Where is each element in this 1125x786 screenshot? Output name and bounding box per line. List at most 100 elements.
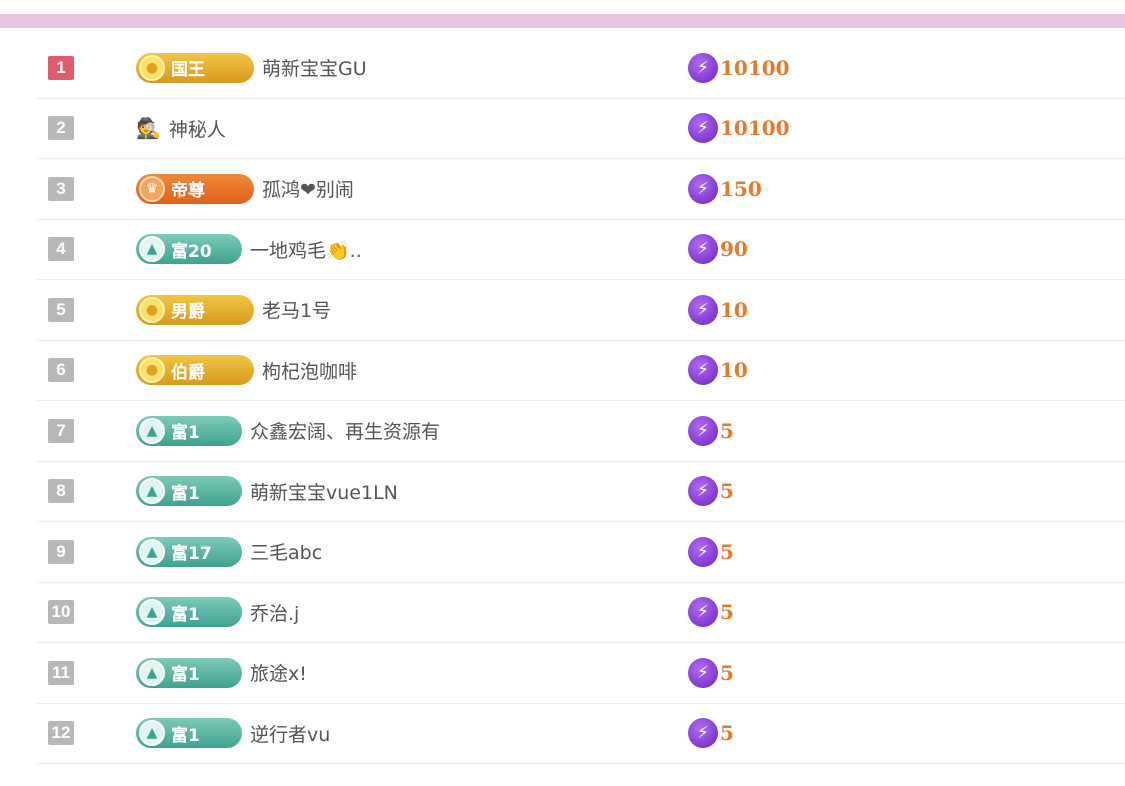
lightning-coin-icon: ⚡: [688, 173, 718, 204]
user-name[interactable]: 逆行者vu: [250, 723, 331, 746]
rank-number: 2: [48, 116, 74, 141]
user-cell[interactable]: ▲ 富17 三毛abc: [136, 536, 323, 567]
wealth-drop-icon: ▲: [139, 720, 165, 747]
rank-number: 6: [48, 358, 74, 383]
rank-number: 3: [48, 176, 74, 201]
user-name[interactable]: 乔治.j: [250, 602, 300, 625]
ranking-list: 1 ● 国王 萌新宝宝GU ⚡ 10100 2 🕵 神秘人 ⚡ 10100 3 ♛ 帝尊 孤鸿❤别…: [36, 38, 1125, 764]
contribution-value: ⚡ 5: [688, 597, 734, 628]
wealth-drop-icon: ▲: [139, 599, 165, 626]
crown-coin-icon: ●: [139, 296, 165, 323]
contribution-value: ⚡ 5: [688, 476, 734, 507]
user-cell[interactable]: 🕵 神秘人: [136, 115, 226, 142]
wealth-drop-icon: ▲: [139, 538, 165, 565]
lightning-coin-icon: ⚡: [688, 234, 718, 265]
level-badge: ♛ 帝尊: [136, 173, 254, 204]
rank-number: 4: [48, 237, 74, 262]
emperor-icon: ♛: [139, 175, 165, 202]
contribution-value: ⚡ 10: [688, 294, 748, 325]
ranking-row[interactable]: 11 ▲ 富1 旅途x! ⚡ 5: [36, 643, 1125, 704]
lightning-coin-icon: ⚡: [688, 113, 718, 144]
user-name[interactable]: 萌新宝宝vue1LN: [250, 481, 398, 504]
badge-label: 富1: [171, 604, 200, 625]
level-badge: ▲ 富17: [136, 536, 242, 567]
contribution-value: ⚡ 10: [688, 355, 748, 386]
crown-coin-icon: ●: [139, 54, 165, 81]
user-name[interactable]: 枸杞泡咖啡: [262, 360, 358, 383]
user-name[interactable]: 神秘人: [168, 118, 226, 141]
level-badge: ● 国王: [136, 52, 254, 83]
wealth-drop-icon: ▲: [139, 417, 165, 444]
contribution-value: ⚡ 5: [688, 536, 734, 567]
contribution-value: ⚡ 10100: [688, 113, 790, 144]
badge-label: 伯爵: [171, 362, 205, 383]
contribution-value: ⚡ 90: [688, 234, 748, 265]
lightning-coin-icon: ⚡: [688, 536, 718, 567]
value-number: 150: [720, 176, 762, 201]
user-cell[interactable]: ▲ 富1 萌新宝宝vue1LN: [136, 476, 398, 507]
user-cell[interactable]: ▲ 富1 乔治.j: [136, 597, 300, 628]
value-number: 90: [720, 237, 748, 262]
user-cell[interactable]: ● 伯爵 枸杞泡咖啡: [136, 355, 358, 386]
badge-label: 富1: [171, 423, 200, 444]
wealth-drop-icon: ▲: [139, 478, 165, 505]
user-name[interactable]: 孤鸿❤别闹: [262, 179, 354, 202]
rank-number: 7: [48, 418, 74, 443]
rank-number: 1: [48, 55, 74, 80]
level-badge: ▲ 富1: [136, 476, 242, 507]
value-number: 5: [720, 600, 734, 625]
user-cell[interactable]: ● 男爵 老马1号: [136, 294, 332, 325]
ranking-row[interactable]: 2 🕵 神秘人 ⚡ 10100: [36, 99, 1125, 159]
ranking-row[interactable]: 5 ● 男爵 老马1号 ⚡ 10: [36, 280, 1125, 341]
badge-label: 富1: [171, 665, 200, 686]
user-name[interactable]: 众鑫宏阔、再生资源有: [250, 421, 441, 444]
lightning-coin-icon: ⚡: [688, 52, 718, 83]
value-number: 5: [720, 539, 734, 564]
user-cell[interactable]: ▲ 富1 逆行者vu: [136, 718, 331, 749]
user-cell[interactable]: ● 国王 萌新宝宝GU: [136, 52, 367, 83]
user-name[interactable]: 三毛abc: [250, 542, 323, 565]
ranking-row[interactable]: 4 ▲ 富20 一地鸡毛👏.. ⚡ 90: [36, 220, 1125, 280]
user-name[interactable]: 萌新宝宝GU: [262, 58, 367, 81]
contribution-value: ⚡ 5: [688, 657, 734, 688]
level-badge: ▲ 富20: [136, 234, 242, 265]
badge-label: 富17: [171, 544, 212, 565]
value-number: 5: [720, 721, 734, 746]
lightning-coin-icon: ⚡: [688, 476, 718, 507]
user-name[interactable]: 旅途x!: [250, 663, 307, 686]
value-number: 5: [720, 479, 734, 504]
ranking-row[interactable]: 12 ▲ 富1 逆行者vu ⚡ 5: [36, 704, 1125, 764]
rank-number: 9: [48, 539, 74, 564]
value-number: 5: [720, 660, 734, 685]
ranking-row[interactable]: 3 ♛ 帝尊 孤鸿❤别闹 ⚡ 150: [36, 159, 1125, 220]
badge-label: 富20: [171, 241, 212, 262]
ranking-row[interactable]: 8 ▲ 富1 萌新宝宝vue1LN ⚡ 5: [36, 462, 1125, 522]
rank-number: 10: [48, 600, 74, 625]
lightning-coin-icon: ⚡: [688, 415, 718, 446]
user-name[interactable]: 老马1号: [262, 300, 332, 323]
level-badge: ▲ 富1: [136, 718, 242, 749]
user-cell[interactable]: ▲ 富1 旅途x!: [136, 657, 307, 688]
value-number: 10: [720, 297, 748, 322]
ranking-row[interactable]: 6 ● 伯爵 枸杞泡咖啡 ⚡ 10: [36, 341, 1125, 401]
ranking-row[interactable]: 9 ▲ 富17 三毛abc ⚡ 5: [36, 522, 1125, 583]
rank-number: 5: [48, 297, 74, 322]
user-cell[interactable]: ▲ 富20 一地鸡毛👏..: [136, 234, 362, 265]
rank-number: 11: [48, 660, 74, 685]
ranking-row[interactable]: 10 ▲ 富1 乔治.j ⚡ 5: [36, 583, 1125, 643]
lightning-coin-icon: ⚡: [688, 657, 718, 688]
user-name[interactable]: 一地鸡毛👏..: [250, 239, 362, 262]
user-cell[interactable]: ♛ 帝尊 孤鸿❤别闹: [136, 173, 354, 204]
badge-label: 帝尊: [171, 181, 205, 202]
contribution-value: ⚡ 5: [688, 718, 734, 749]
contribution-value: ⚡ 150: [688, 173, 762, 204]
rank-number: 8: [48, 479, 74, 504]
rank-number: 12: [48, 721, 74, 746]
ranking-row[interactable]: 1 ● 国王 萌新宝宝GU ⚡ 10100: [36, 38, 1125, 99]
level-badge: ● 伯爵: [136, 355, 254, 386]
crown-coin-icon: ●: [139, 357, 165, 384]
user-cell[interactable]: ▲ 富1 众鑫宏阔、再生资源有: [136, 415, 441, 446]
level-badge: ● 男爵: [136, 294, 254, 325]
ranking-row[interactable]: 7 ▲ 富1 众鑫宏阔、再生资源有 ⚡ 5: [36, 401, 1125, 462]
lightning-coin-icon: ⚡: [688, 597, 718, 628]
